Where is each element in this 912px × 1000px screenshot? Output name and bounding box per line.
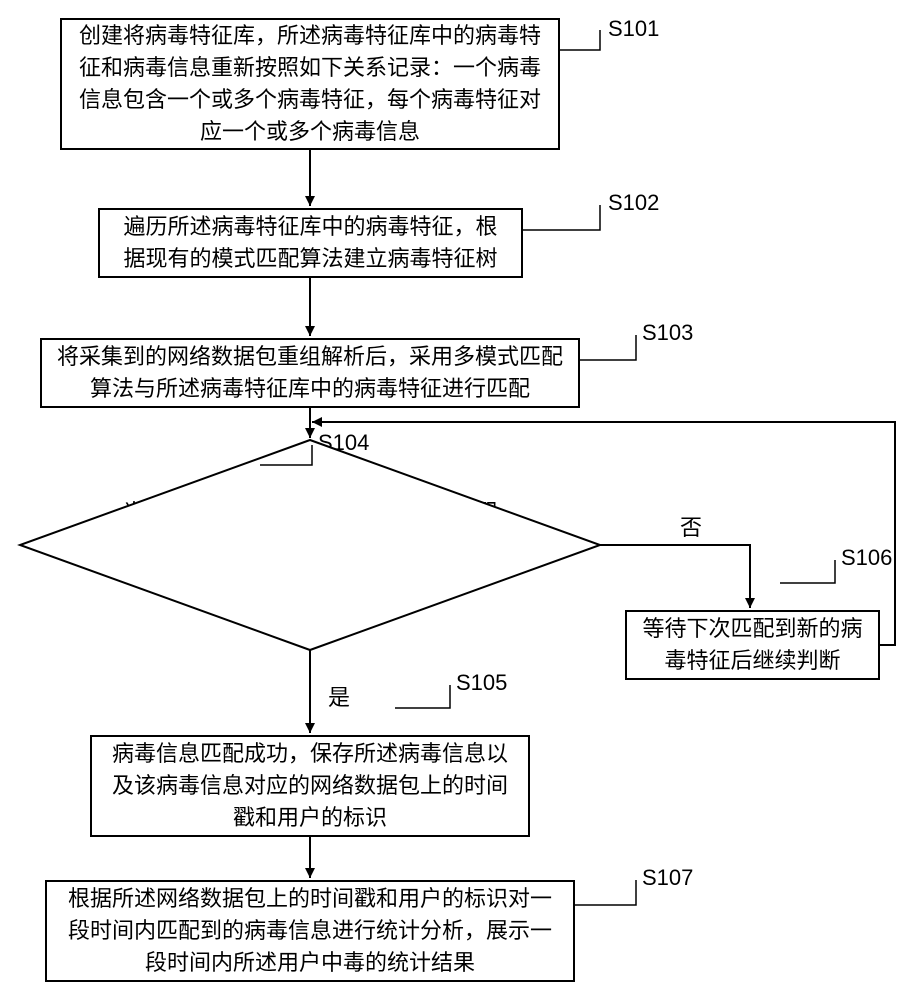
label-s106: S106 xyxy=(841,545,892,571)
node-s105: 病毒信息匹配成功，保存所述病毒信息以及该病毒信息对应的网络数据包上的时间戳和用户… xyxy=(90,735,530,837)
label-s105: S105 xyxy=(456,670,507,696)
leader-s103 xyxy=(580,335,636,360)
label-s104: S104 xyxy=(318,430,369,456)
leader-s104 xyxy=(260,445,312,465)
node-s101: 创建将病毒特征库，所述病毒特征库中的病毒特征和病毒信息重新按照如下关系记录：一个… xyxy=(60,18,560,150)
edge-label-no: 否 xyxy=(680,510,702,542)
node-s102: 遍历所述病毒特征库中的病毒特征，根据现有的模式匹配算法建立病毒特征树 xyxy=(98,208,523,278)
leader-s105 xyxy=(395,685,450,708)
edge-label-yes: 是 xyxy=(328,680,350,712)
leader-s101 xyxy=(560,30,600,50)
node-s103: 将采集到的网络数据包重组解析后，采用多模式匹配算法与所述病毒特征库中的病毒特征进… xyxy=(40,338,580,408)
label-s101: S101 xyxy=(608,16,659,42)
node-s106: 等待下次匹配到新的病毒特征后继续判断 xyxy=(625,610,880,680)
node-s107: 根据所述网络数据包上的时间戳和用户的标识对一段时间内匹配到的病毒信息进行统计分析… xyxy=(45,880,575,982)
node-s104-text: 当匹配到一条病毒特征时，结合已匹配到的病毒特征，判断是否可以组成一条或多条完整的… xyxy=(115,495,505,595)
leader-s102 xyxy=(523,205,600,230)
label-s103: S103 xyxy=(642,320,693,346)
label-s102: S102 xyxy=(608,190,659,216)
edge-s104-s106 xyxy=(600,545,750,608)
leader-s106 xyxy=(780,560,835,583)
label-s107: S107 xyxy=(642,865,693,891)
leader-s107 xyxy=(575,880,636,905)
